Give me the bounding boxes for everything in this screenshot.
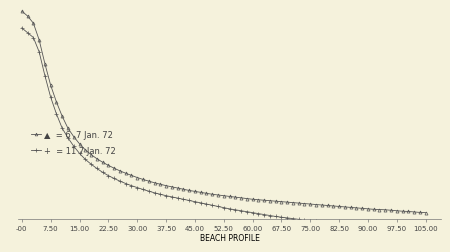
X-axis label: BEACH PROFILE: BEACH PROFILE [199, 233, 260, 242]
+  = 11 7 Jan. 72 [261, 213, 267, 216]
+  = 11 7 Jan. 72 [423, 228, 428, 231]
+  = 11 7 Jan. 72 [31, 37, 36, 40]
▲  = 6  7 Jan. 72 [31, 23, 36, 26]
▲  = 6  7 Jan. 72 [400, 210, 405, 213]
+  = 11 7 Jan. 72 [215, 205, 220, 208]
▲  = 6  7 Jan. 72 [261, 199, 267, 202]
+  = 11 7 Jan. 72 [400, 227, 405, 230]
▲  = 6  7 Jan. 72 [19, 11, 25, 14]
▲  = 6  7 Jan. 72 [169, 185, 175, 188]
+  = 11 7 Jan. 72 [135, 186, 140, 189]
▲  = 6  7 Jan. 72 [423, 211, 428, 214]
+  = 11 7 Jan. 72 [417, 228, 423, 231]
▲  = 6  7 Jan. 72 [215, 194, 220, 197]
Line: ▲  = 6  7 Jan. 72: ▲ = 6 7 Jan. 72 [20, 11, 427, 214]
Line: +  = 11 7 Jan. 72: + = 11 7 Jan. 72 [20, 27, 428, 232]
Legend: ▲  = 6  7 Jan. 72, +  = 11 7 Jan. 72: ▲ = 6 7 Jan. 72, + = 11 7 Jan. 72 [31, 131, 116, 155]
▲  = 6  7 Jan. 72 [135, 176, 140, 179]
+  = 11 7 Jan. 72 [19, 27, 25, 30]
+  = 11 7 Jan. 72 [325, 222, 330, 225]
